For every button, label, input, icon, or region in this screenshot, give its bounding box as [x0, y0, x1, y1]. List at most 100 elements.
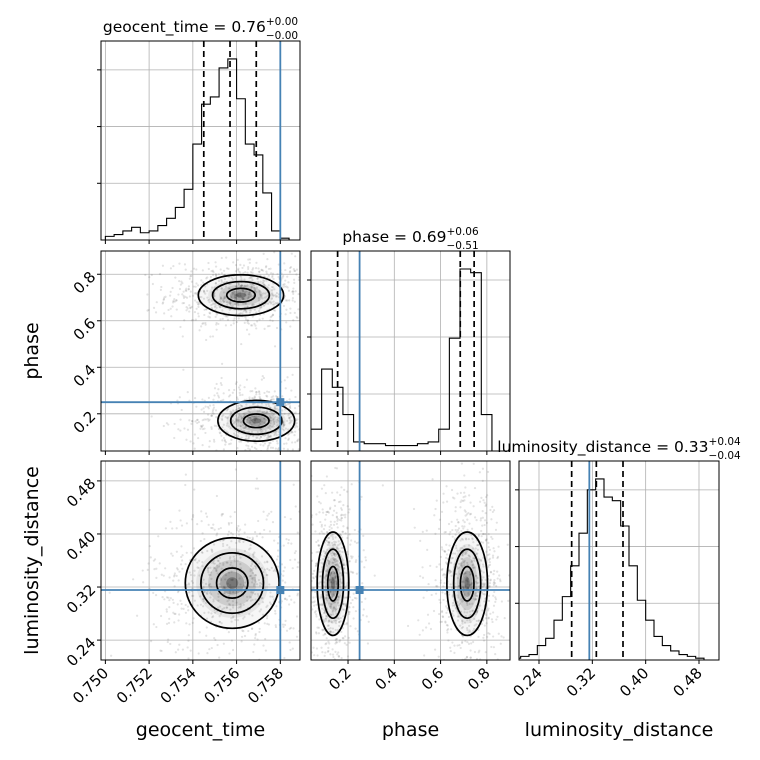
scatter-point: [468, 570, 472, 574]
scatter-point: [193, 433, 197, 436]
scatter-point: [229, 515, 232, 518]
scatter-point: [257, 578, 261, 582]
scatter-point: [247, 447, 250, 450]
scatter-point: [261, 297, 264, 300]
scatter-point: [462, 456, 464, 458]
scatter-point: [334, 608, 337, 611]
scatter-point: [208, 311, 211, 314]
scatter-point: [197, 305, 200, 308]
scatter-point: [323, 577, 326, 580]
scatter-point: [446, 686, 448, 688]
scatter-point: [180, 545, 183, 548]
scatter-point: [334, 577, 337, 580]
scatter-point: [189, 573, 193, 577]
scatter-point: [273, 539, 276, 542]
scatter-point: [296, 418, 299, 421]
scatter-point: [227, 455, 229, 457]
scatter-point: [266, 604, 269, 607]
scatter-point: [266, 390, 269, 393]
scatter-point: [324, 597, 327, 601]
scatter-point: [242, 310, 245, 313]
scatter-point: [289, 421, 292, 424]
scatter-point: [450, 447, 452, 449]
scatter-point: [219, 577, 222, 580]
scatter-point: [313, 611, 317, 614]
scatter-point: [467, 537, 470, 541]
scatter-point: [218, 306, 221, 309]
scatter-point: [234, 419, 238, 422]
scatter-point: [469, 656, 472, 659]
scatter-point: [190, 551, 193, 554]
title-upper-error: +0.06: [446, 226, 478, 238]
scatter-point: [237, 420, 240, 423]
scatter-point: [453, 537, 457, 540]
scatter-point: [451, 604, 454, 607]
scatter-point: [149, 640, 153, 643]
scatter-point: [288, 627, 291, 630]
scatter-point: [220, 376, 223, 380]
scatter-point: [272, 420, 276, 424]
scatter-point: [243, 293, 246, 296]
truth-point: [276, 586, 285, 595]
scatter-point: [242, 630, 245, 633]
scatter-point: [469, 649, 472, 652]
scatter-point: [271, 521, 275, 524]
scatter-point: [463, 594, 466, 597]
scatter-point: [487, 545, 490, 549]
scatter-point: [455, 547, 458, 550]
scatter-point: [263, 528, 266, 532]
scatter-point: [234, 382, 237, 385]
scatter-point: [333, 692, 335, 694]
scatter-point: [213, 387, 217, 390]
scatter-point: [155, 625, 158, 629]
scatter-point: [464, 537, 468, 540]
scatter-point: [237, 414, 241, 417]
scatter-point: [222, 448, 225, 451]
scatter-point: [271, 313, 275, 317]
scatter-point: [318, 532, 321, 535]
scatter-point: [345, 596, 348, 599]
scatter-point: [213, 559, 216, 562]
scatter-point: [333, 558, 336, 561]
scatter-point: [450, 683, 452, 685]
scatter-point: [332, 423, 334, 425]
scatter-point: [285, 629, 289, 632]
scatter-point: [312, 601, 315, 604]
scatter-point: [275, 424, 278, 427]
scatter-point: [237, 533, 241, 536]
scatter-point: [144, 273, 147, 277]
scatter-point: [323, 654, 326, 657]
scatter-point: [272, 300, 275, 303]
scatter-point: [192, 513, 195, 517]
scatter-point: [483, 633, 486, 637]
scatter-point: [332, 546, 335, 549]
scatter-point: [202, 289, 205, 292]
scatter-point: [330, 415, 332, 417]
scatter-point: [295, 315, 298, 319]
scatter-point: [226, 303, 229, 306]
scatter-point: [265, 279, 268, 282]
scatter-point: [459, 491, 462, 494]
scatter-point: [339, 500, 342, 503]
scatter-point: [242, 302, 245, 305]
scatter-point: [283, 283, 286, 286]
scatter-point: [239, 603, 242, 606]
scatter-point: [235, 423, 238, 426]
scatter-point: [247, 267, 250, 271]
scatter-point: [324, 491, 327, 495]
scatter-point: [473, 624, 476, 627]
scatter-point: [467, 587, 470, 590]
scatter-point: [213, 440, 216, 443]
scatter-point: [327, 536, 330, 540]
scatter-point: [364, 556, 367, 559]
scatter-point: [249, 416, 252, 419]
panel-geocent_time-vs-luminosity_distance: [100, 460, 301, 661]
scatter-point: [251, 591, 254, 594]
scatter-point: [476, 543, 480, 547]
scatter-point: [161, 264, 165, 267]
scatter-point: [261, 374, 264, 378]
scatter-point: [460, 564, 463, 567]
scatter-point: [326, 530, 329, 534]
scatter-point: [178, 570, 181, 573]
scatter-point: [335, 563, 338, 566]
